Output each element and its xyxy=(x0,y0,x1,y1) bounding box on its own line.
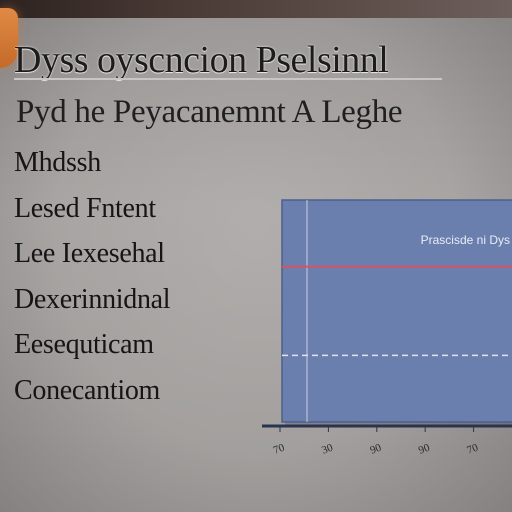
top-bar xyxy=(0,0,512,18)
x-tick-label: 90 xyxy=(369,441,384,456)
list-item: Eesequticam xyxy=(14,329,154,360)
slide-subtitle: Pyd he Peyacanemnt A Leghe xyxy=(16,94,403,130)
list-item: Lee Iexesehal xyxy=(14,238,165,269)
chart-title: Prascisde ni Dys xyxy=(421,233,510,247)
list-item: Conecantiom xyxy=(14,374,160,406)
title-underline xyxy=(14,78,442,80)
x-tick-label: 70 xyxy=(465,441,480,456)
bullet-list: Mhdssh Lesed Fntent Lee Iexesehal Dexeri… xyxy=(14,140,171,413)
list-item: Lesed Fntent xyxy=(14,192,156,224)
chart: Prascisde ni Dys 70 30 90 90 70 xyxy=(262,199,512,457)
x-tick-label: 30 xyxy=(320,441,335,456)
x-tick-label: 90 xyxy=(417,441,432,456)
chart-container: Prascisde ni Dys 70 30 90 90 70 xyxy=(262,196,512,466)
list-item: Mhdssh xyxy=(14,147,101,178)
accent-streak xyxy=(0,8,18,68)
list-item: Dexerinnidnal xyxy=(14,283,171,315)
plot-area xyxy=(281,199,512,423)
x-tick-label: 70 xyxy=(272,441,287,456)
slide-title: Dyss oyscncion Pselsinnl xyxy=(14,39,389,81)
